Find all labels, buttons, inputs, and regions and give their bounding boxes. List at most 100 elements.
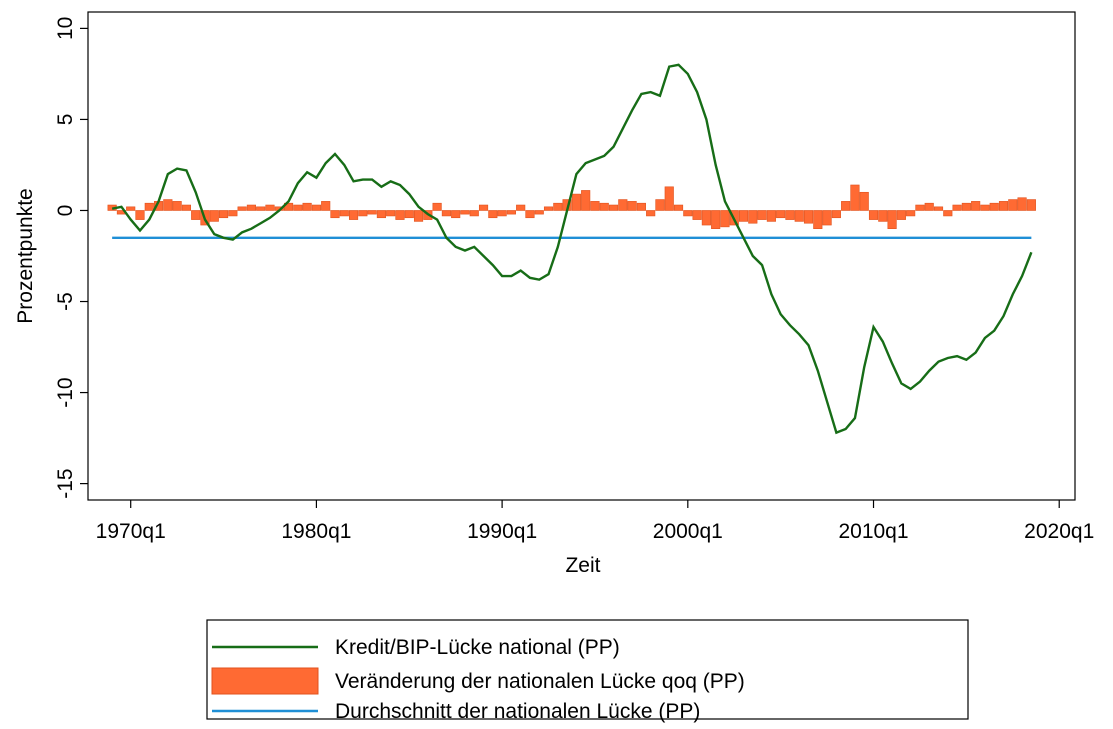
- bar: [590, 201, 600, 211]
- bar: [627, 201, 637, 211]
- bar: [887, 210, 897, 229]
- y-axis-label: Prozentpunkte: [14, 188, 37, 323]
- bar: [841, 201, 851, 211]
- line: [111, 63, 1033, 435]
- bar: [553, 202, 563, 211]
- bar: [191, 210, 201, 220]
- bar: [794, 210, 804, 222]
- bar: [581, 190, 591, 211]
- bar: [209, 210, 219, 222]
- y-tick-label: -5: [54, 292, 77, 311]
- bar: [163, 199, 173, 211]
- bar: [413, 210, 424, 222]
- bar: [367, 210, 377, 215]
- bar: [376, 210, 386, 219]
- legend-label: Veränderung der nationalen Lücke qoq (PP…: [335, 670, 745, 693]
- bar: [348, 210, 359, 220]
- bar: [943, 210, 953, 217]
- x-axis-label: Zeit: [565, 554, 600, 577]
- bar: [961, 202, 971, 211]
- bar: [599, 202, 609, 211]
- y-tick-label: 5: [54, 114, 77, 126]
- bar: [924, 202, 934, 211]
- bar: [293, 204, 303, 211]
- bar: [720, 210, 730, 228]
- legend-label: Kredit/BIP-Lücke national (PP): [335, 636, 620, 659]
- bar: [785, 210, 795, 220]
- x-tick-label: 1970q1: [96, 520, 166, 543]
- bar: [469, 210, 479, 217]
- bar: [1017, 197, 1027, 211]
- bar: [998, 201, 1009, 211]
- bar: [506, 210, 516, 215]
- bar: [237, 206, 247, 211]
- y-tick-label: 0: [54, 205, 77, 217]
- bar: [1008, 199, 1018, 211]
- bar: [655, 199, 665, 211]
- bar: [330, 210, 340, 219]
- bar: [543, 206, 554, 211]
- bar: [339, 210, 349, 217]
- bar: [896, 210, 906, 220]
- bar: [878, 210, 888, 222]
- bar: [683, 210, 693, 217]
- bar: [915, 204, 925, 211]
- bar: [766, 210, 776, 222]
- bar: [1026, 199, 1036, 211]
- bar: [302, 202, 312, 211]
- bar: [664, 186, 674, 211]
- bar: [181, 204, 191, 211]
- bar: [358, 210, 368, 217]
- bar: [126, 206, 136, 211]
- bar: [246, 204, 256, 211]
- bar: [265, 204, 275, 211]
- legend-box: [206, 619, 969, 720]
- bar: [673, 204, 684, 211]
- bar: [850, 184, 860, 211]
- bar: [608, 204, 619, 211]
- bar: [980, 204, 990, 211]
- bar: [692, 210, 702, 220]
- bar: [952, 204, 962, 211]
- y-tick-label: -10: [54, 377, 77, 407]
- plot-frame: [87, 11, 1076, 501]
- bar: [460, 210, 470, 215]
- bar: [738, 210, 749, 222]
- x-tick-label: 1980q1: [281, 520, 351, 543]
- x-tick-label: 1990q1: [467, 520, 537, 543]
- bar: [256, 206, 266, 211]
- bar: [478, 204, 489, 211]
- bar: [933, 206, 944, 211]
- bar: [144, 202, 154, 211]
- bar: [534, 210, 544, 215]
- bar: [451, 210, 461, 219]
- bar: [701, 210, 711, 226]
- bar: [868, 210, 879, 220]
- bar: [441, 210, 451, 217]
- bar: [906, 210, 916, 217]
- bar: [831, 210, 841, 219]
- legend-label: Durchschnitt der nationalen Lücke (PP): [335, 700, 700, 723]
- bar: [757, 210, 767, 220]
- x-tick-label: 2020q1: [1024, 520, 1094, 543]
- bar: [646, 210, 656, 217]
- bar: [497, 210, 507, 217]
- bar: [228, 210, 238, 217]
- bar: [971, 201, 981, 211]
- bar: [432, 202, 442, 211]
- bar: [803, 210, 814, 224]
- bar: [404, 210, 414, 219]
- bar: [311, 204, 321, 211]
- bar: [711, 210, 721, 229]
- bar: [571, 193, 581, 211]
- bar: [822, 210, 832, 226]
- bar: [859, 191, 869, 211]
- bar: [618, 199, 628, 211]
- x-tick-label: 2010q1: [838, 520, 908, 543]
- bar: [135, 210, 145, 220]
- x-tick-label: 2000q1: [653, 520, 723, 543]
- bar: [813, 210, 823, 229]
- y-tick-label: -15: [54, 468, 77, 498]
- legend-swatch: [211, 667, 319, 695]
